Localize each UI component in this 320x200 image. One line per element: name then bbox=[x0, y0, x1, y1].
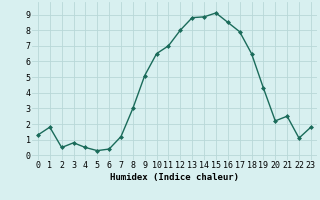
X-axis label: Humidex (Indice chaleur): Humidex (Indice chaleur) bbox=[110, 173, 239, 182]
